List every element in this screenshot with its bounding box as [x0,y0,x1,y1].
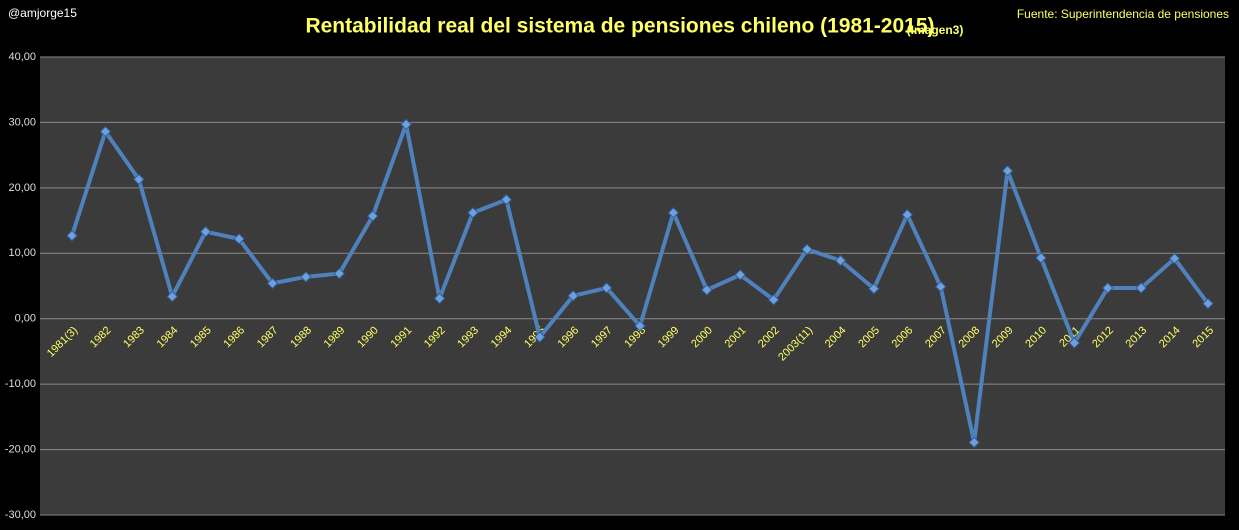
plot-area [40,57,1225,515]
data-point [1035,252,1047,264]
y-tick-label: 0,00 [15,313,36,325]
data-point [1102,282,1114,294]
data-point [199,225,212,238]
data-point [400,118,412,131]
data-point [968,436,980,449]
data-point [99,125,112,138]
author: @amjorge15 [8,6,77,20]
data-point [1168,252,1181,265]
y-tick-label: -20,00 [5,443,36,455]
y-tick-label: -30,00 [5,509,36,521]
data-point [500,193,513,206]
data-point [734,269,746,281]
data-point [300,271,312,283]
data-point [333,267,346,280]
data-point [634,320,646,332]
data-point [467,207,479,219]
y-tick-label: 40,00 [8,51,36,63]
data-point [233,233,245,245]
y-tick-label: 10,00 [8,247,36,259]
data-point [667,207,680,219]
data-point [266,277,279,290]
data-point [600,282,613,294]
data-point [166,290,178,303]
data-point [767,294,780,306]
data-point [1202,297,1214,310]
data-point [66,229,78,242]
data-point [366,210,379,222]
data-point [934,280,947,293]
data-point [534,331,546,343]
data-point [1001,165,1014,177]
data-point [133,173,145,186]
source: Fuente: Superintendencia de pensiones [1017,7,1229,21]
data-point [433,292,446,305]
data-point [801,243,813,256]
title-note: (Imagen3) [907,23,964,37]
y-tick-label: 30,00 [8,116,36,128]
data-point [1068,337,1081,349]
data-point [868,282,880,295]
chart-title: Rentabilidad real del sistema de pension… [305,15,934,38]
data-point [1135,282,1147,294]
data-point [901,208,914,221]
y-tick-label: -10,00 [5,378,36,390]
data-point [567,290,579,302]
data-point [834,254,847,267]
y-tick-label: 20,00 [8,182,36,194]
data-point [701,284,713,296]
